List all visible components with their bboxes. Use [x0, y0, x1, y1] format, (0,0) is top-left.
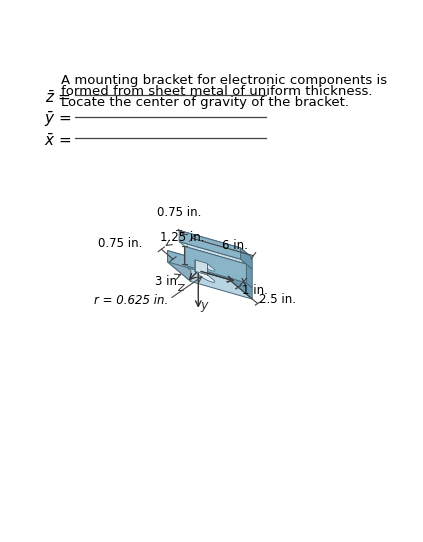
- Text: Locate the center of gravity of the bracket.: Locate the center of gravity of the brac…: [60, 96, 349, 109]
- Text: z: z: [177, 281, 184, 294]
- Polygon shape: [246, 264, 252, 288]
- Text: 1 in.: 1 in.: [242, 285, 268, 298]
- Text: $\bar{y}$ =: $\bar{y}$ =: [44, 110, 71, 130]
- Text: 1.25 in.: 1.25 in.: [160, 231, 205, 244]
- Text: 3 in.: 3 in.: [155, 274, 181, 287]
- Polygon shape: [195, 260, 215, 271]
- Text: x: x: [239, 275, 247, 288]
- Text: r = 0.625 in.: r = 0.625 in.: [93, 294, 168, 307]
- Text: y: y: [200, 299, 207, 312]
- Polygon shape: [179, 242, 246, 264]
- Polygon shape: [179, 230, 241, 259]
- Polygon shape: [168, 250, 246, 283]
- Text: 0.75 in.: 0.75 in.: [157, 207, 202, 220]
- Polygon shape: [195, 271, 215, 282]
- Polygon shape: [179, 230, 252, 258]
- Text: A mounting bracket for electronic components is: A mounting bracket for electronic compon…: [60, 74, 387, 87]
- Polygon shape: [168, 262, 252, 299]
- Text: $\bar{z}$ =: $\bar{z}$ =: [45, 90, 71, 106]
- Polygon shape: [168, 250, 191, 281]
- Polygon shape: [168, 250, 229, 280]
- Polygon shape: [185, 247, 246, 283]
- Text: 0.75 in.: 0.75 in.: [98, 237, 143, 250]
- Polygon shape: [195, 260, 207, 275]
- Polygon shape: [229, 268, 252, 299]
- Text: 6 in.: 6 in.: [222, 239, 247, 252]
- Text: formed from sheet metal of uniform thickness.: formed from sheet metal of uniform thick…: [60, 85, 372, 98]
- Text: $\bar{x}$ =: $\bar{x}$ =: [44, 133, 71, 150]
- Polygon shape: [241, 248, 252, 269]
- Text: 2.5 in.: 2.5 in.: [259, 293, 296, 306]
